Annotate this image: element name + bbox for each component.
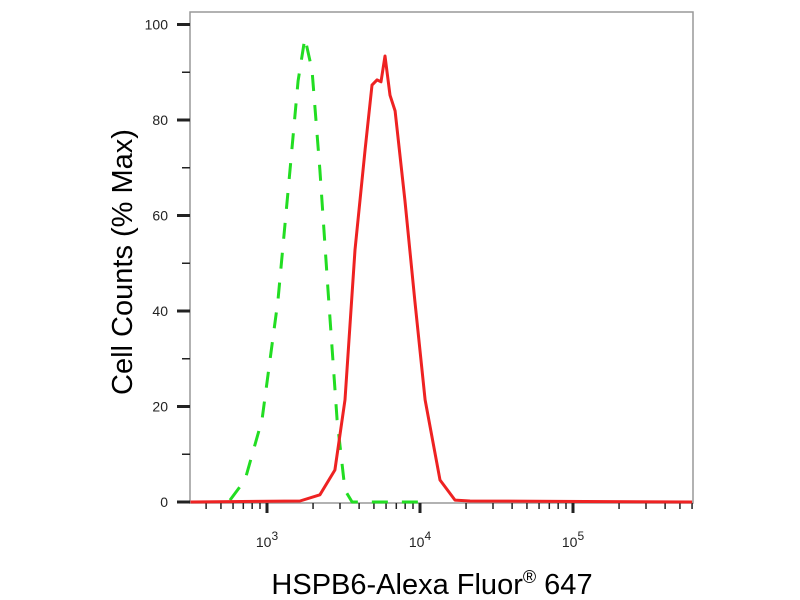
tick-exponent: 5 [577,529,584,543]
tick-base: 10 [256,534,272,550]
x-axis-title-main: HSPB6-Alexa Fluor [271,569,523,600]
x-tick-label: 103 [256,529,279,550]
y-axis-title: Cell Counts (% Max) [107,129,139,395]
sample-histogram-line [190,54,693,504]
x-axis-title-registered: ® [523,567,536,587]
y-tick-label: 100 [145,17,169,33]
y-tick-label: 40 [152,303,168,319]
x-axis-title: HSPB6-Alexa Fluor® 647 [271,567,592,600]
x-tick-label: 104 [409,529,432,550]
y-tick-label: 80 [152,112,168,128]
plot-frame [189,11,694,504]
tick-exponent: 4 [424,529,431,543]
tick-exponent: 3 [271,529,278,543]
x-tick-label: 105 [562,529,585,550]
tick-base: 10 [409,534,425,550]
y-tick-label: 20 [152,399,168,415]
y-tick-label: 60 [152,208,168,224]
x-axis-title-suffix: 647 [536,569,592,600]
tick-base: 10 [562,534,578,550]
y-tick-label: 0 [160,494,168,510]
control-histogram-line [228,36,420,504]
